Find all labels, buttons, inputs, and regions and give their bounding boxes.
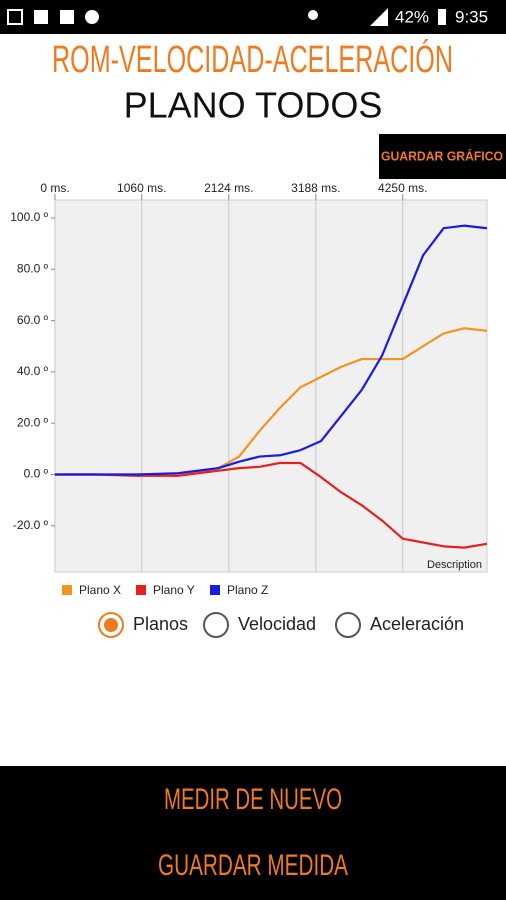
- radio-label[interactable]: Planos: [133, 614, 188, 634]
- status-icon: [85, 10, 99, 24]
- radio-label[interactable]: Aceleración: [370, 614, 464, 634]
- subtitle: PLANO TODOS: [124, 85, 383, 126]
- line: [55, 461, 488, 549]
- description: Description: [427, 559, 482, 571]
- y-tick-label: 20.0 º: [17, 415, 49, 429]
- y-tick-label: 60.0 º: [17, 313, 49, 327]
- radio-label[interactable]: Velocidad: [238, 614, 316, 634]
- status-icon: [308, 10, 318, 20]
- save-chart-label[interactable]: GUARDAR GRÁFICO: [381, 148, 503, 163]
- x-tick-label: 2124 ms.: [204, 181, 253, 195]
- radio-selected[interactable]: [104, 618, 118, 632]
- legend-label: Plano Z: [227, 583, 268, 597]
- y-tick-label: -20.0 º: [13, 518, 49, 532]
- battery-icon: [438, 9, 446, 25]
- y-tick-label: 100.0 º: [10, 210, 48, 224]
- x-tick-label: 0 ms.: [40, 181, 69, 195]
- plot-area: [54, 199, 488, 573]
- save-measure-button[interactable]: GUARDAR MEDIDA: [158, 849, 348, 882]
- radio-button[interactable]: [335, 612, 361, 638]
- battery-level: 42%: [395, 7, 429, 26]
- status-bar: [0, 0, 506, 34]
- line: [55, 224, 488, 476]
- legend-swatch: [62, 585, 72, 595]
- legend-swatch: [210, 585, 220, 595]
- radio-button[interactable]: [98, 612, 124, 638]
- legend-label: Plano X: [79, 583, 121, 597]
- y-tick-label: 80.0 º: [17, 261, 49, 275]
- x-tick-label: 1060 ms.: [117, 181, 166, 195]
- x-tick-label: 3188 ms.: [291, 181, 340, 195]
- chart: 0 ms. 1060 ms. 2124 ms. 3188 ms. 4250 ms. -20…: [10, 181, 488, 597]
- status-icon: [60, 10, 74, 24]
- save-chart-button[interactable]: [379, 134, 506, 179]
- legend-label: Plano Y: [153, 583, 195, 597]
- y-tick-label: 0.0 º: [24, 467, 49, 481]
- status-icon: [34, 10, 48, 24]
- legend-swatch: [136, 585, 146, 595]
- title: ROM-VELOCIDAD-ACELERACIÓN: [52, 38, 453, 81]
- y-tick-label: 40.0 º: [17, 364, 49, 378]
- status-icon: [7, 9, 23, 25]
- measure-again-button[interactable]: MEDIR DE NUEVO: [164, 783, 342, 816]
- radio-group[interactable]: Planos Velocidad Aceleración: [98, 612, 464, 638]
- x-tick-label: 4250 ms.: [378, 181, 427, 195]
- signal-icon: [370, 8, 388, 26]
- bottom-panel: [0, 766, 506, 900]
- radio-button[interactable]: [203, 612, 229, 638]
- clock: 9:35: [455, 7, 488, 26]
